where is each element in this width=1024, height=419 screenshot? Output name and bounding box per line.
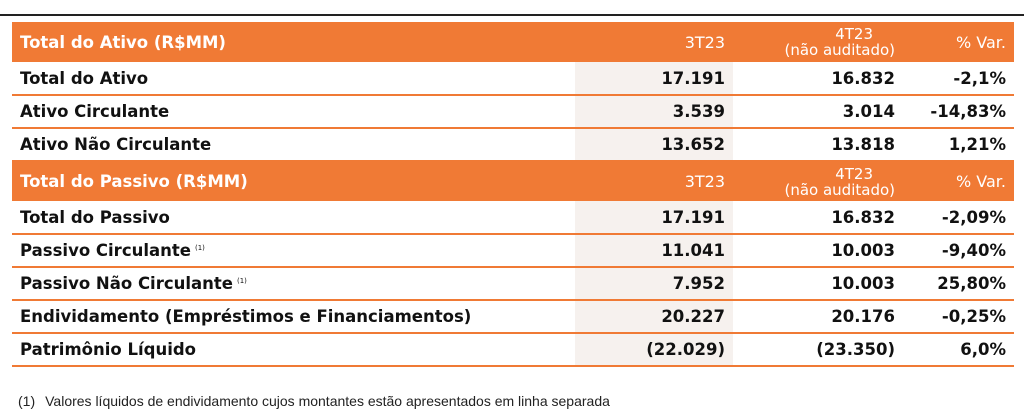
row-label: Ativo Circulante	[12, 95, 575, 129]
passivo-header-q3: 3T23	[575, 161, 733, 201]
passivo-header-q4-period: 4T23	[835, 164, 873, 183]
row-q3-value: (22.029)	[575, 333, 733, 367]
table-row: Patrimônio Líquido (22.029) (23.350) 6,0…	[12, 333, 1014, 367]
row-q3-value: 3.539	[575, 95, 733, 129]
row-var-value: -0,25%	[903, 300, 1014, 334]
row-q4-value: 10.003	[733, 267, 903, 301]
passivo-header-q4-note: (não auditado)	[784, 180, 895, 199]
row-var-value: 6,0%	[903, 333, 1014, 367]
row-var-value: -2,09%	[903, 201, 1014, 235]
ativo-header-title: Total do Ativo (R$MM)	[12, 22, 575, 62]
row-var-value: -9,40%	[903, 234, 1014, 268]
footnote: (1) Valores líquidos de endividamento cuj…	[18, 393, 610, 409]
row-q3-value: 17.191	[575, 201, 733, 235]
row-q3-value: 20.227	[575, 300, 733, 334]
row-q3-value: 11.041	[575, 234, 733, 268]
footnote-marker: (1)	[237, 276, 247, 285]
table-row: Total do Passivo 17.191 16.832 -2,09%	[12, 201, 1014, 235]
footnote-index: (1)	[18, 393, 36, 409]
row-label: Total do Ativo	[12, 62, 575, 96]
passivo-header-title: Total do Passivo (R$MM)	[12, 161, 575, 201]
table-row: Ativo Não Circulante 13.652 13.818 1,21%	[12, 128, 1014, 162]
footnote-marker: (1)	[194, 243, 205, 252]
row-q3-value: 17.191	[575, 62, 733, 96]
table-row: Passivo Não Circulante (1) 7.952 10.003 2…	[12, 267, 1014, 301]
row-q4-value: 20.176	[733, 300, 903, 334]
row-var-value: -14,83%	[903, 95, 1014, 129]
row-label-cell: Passivo Circulante (1)	[12, 234, 575, 268]
row-label: Ativo Não Circulante	[12, 128, 575, 162]
row-q4-value: 16.832	[733, 201, 903, 235]
top-border	[0, 14, 1024, 16]
row-q4-value: 13.818	[733, 128, 903, 162]
row-q3-value: 7.952	[575, 267, 733, 301]
table-row: Total do Ativo 17.191 16.832 -2,1%	[12, 62, 1014, 96]
ativo-header-q3: 3T23	[575, 22, 733, 62]
row-label: Patrimônio Líquido	[12, 333, 575, 367]
row-q4-value: (23.350)	[733, 333, 903, 367]
passivo-header-q4: 4T23 (não auditado)	[733, 161, 903, 201]
row-label-cell: Passivo Não Circulante (1)	[12, 267, 575, 301]
ativo-header-q4: 4T23 (não auditado)	[733, 22, 903, 62]
row-var-value: -2,1%	[903, 62, 1014, 96]
table-row: Passivo Circulante (1) 11.041 10.003 -9,4…	[12, 234, 1014, 268]
row-var-value: 1,21%	[903, 128, 1014, 162]
ativo-header-q4-period: 4T23	[835, 25, 873, 43]
row-var-value: 25,80%	[903, 267, 1014, 301]
ativo-header-row: Total do Ativo (R$MM) 3T23 4T23 (não aud…	[12, 22, 1014, 62]
passivo-header-var: % Var.	[903, 161, 1014, 201]
table-row: Endividamento (Empréstimos e Financiamen…	[12, 300, 1014, 334]
row-label: Total do Passivo	[12, 201, 575, 235]
row-label: Endividamento (Empréstimos e Financiamen…	[12, 300, 575, 334]
row-q4-value: 16.832	[733, 62, 903, 96]
row-label: Passivo Não Circulante	[20, 274, 233, 293]
row-q4-value: 10.003	[733, 234, 903, 268]
ativo-header-var: % Var.	[903, 22, 1014, 62]
row-q3-value: 13.652	[575, 128, 733, 162]
ativo-header-q4-note: (não auditado)	[784, 41, 895, 59]
row-q4-value: 3.014	[733, 95, 903, 129]
financial-table: Total do Ativo (R$MM) 3T23 4T23 (não aud…	[12, 22, 1014, 367]
table-row: Ativo Circulante 3.539 3.014 -14,83%	[12, 95, 1014, 129]
passivo-header-row: Total do Passivo (R$MM) 3T23 4T23 (não a…	[12, 161, 1014, 201]
footnote-text: Valores líquidos de endividamento cujos …	[45, 393, 610, 409]
row-label: Passivo Circulante	[20, 241, 191, 260]
